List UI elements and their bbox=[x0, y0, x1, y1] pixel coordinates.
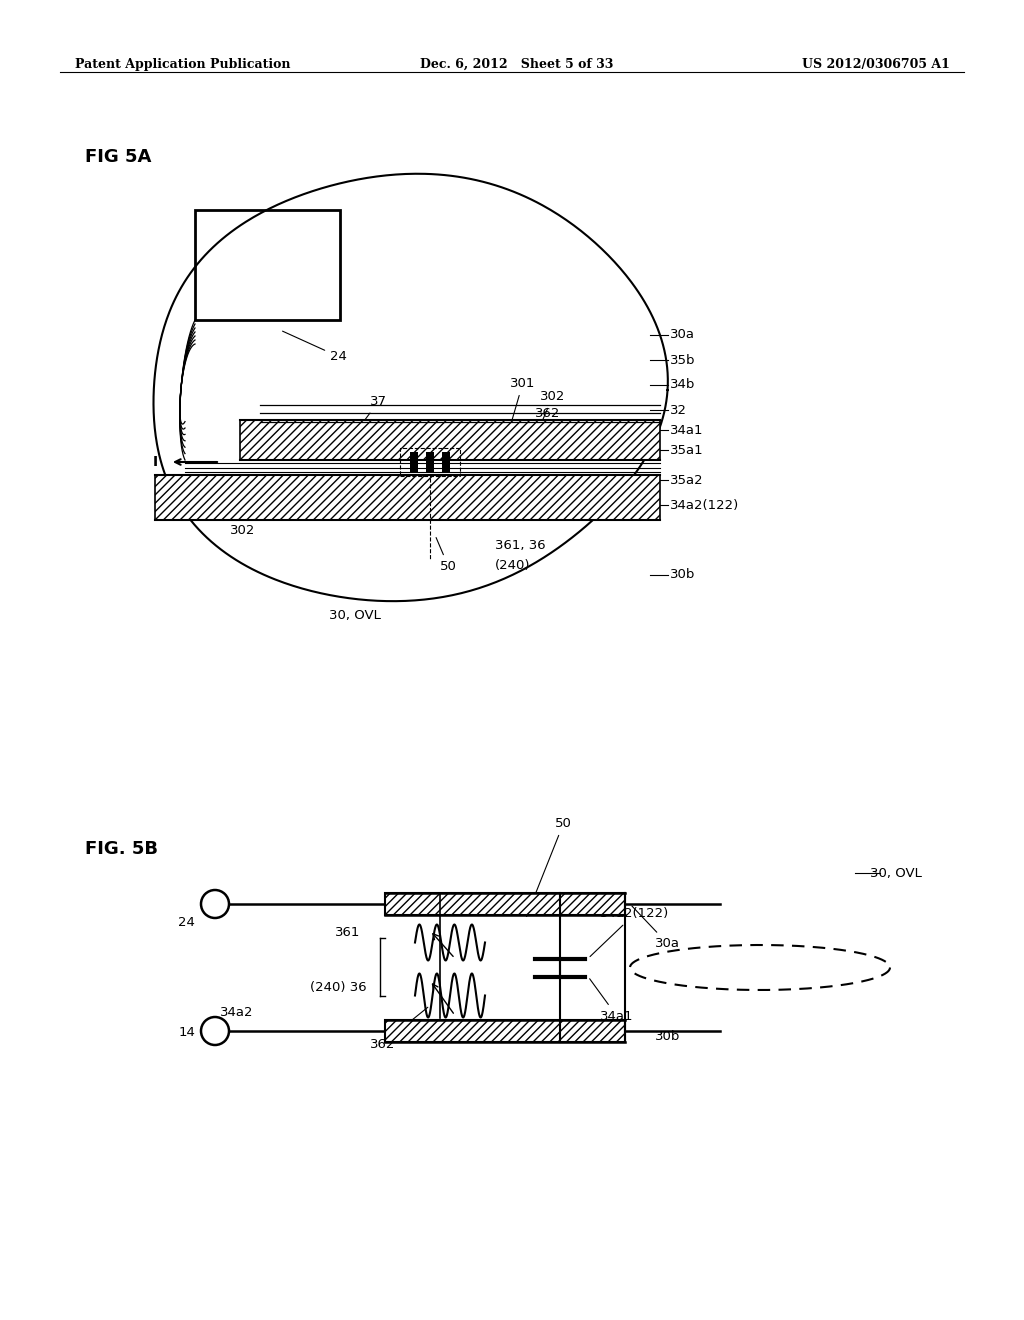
Text: 50: 50 bbox=[526, 817, 571, 916]
Text: 362: 362 bbox=[370, 1007, 428, 1051]
Text: 34a2(122): 34a2(122) bbox=[670, 499, 739, 511]
Text: FIG. 5B: FIG. 5B bbox=[85, 840, 158, 858]
Text: 14: 14 bbox=[178, 1026, 195, 1039]
Bar bbox=[410, 451, 418, 473]
Text: 50: 50 bbox=[436, 537, 457, 573]
Text: 302: 302 bbox=[537, 389, 565, 436]
Text: 34a1: 34a1 bbox=[670, 424, 703, 437]
Bar bbox=[400, 447, 460, 477]
Text: 35a2: 35a2 bbox=[670, 474, 703, 487]
Text: 30a: 30a bbox=[632, 906, 680, 950]
Text: (240): (240) bbox=[495, 558, 530, 572]
Text: 361: 361 bbox=[335, 927, 360, 939]
Bar bbox=[426, 451, 434, 473]
Text: 30b: 30b bbox=[655, 1030, 680, 1043]
Bar bbox=[240, 420, 660, 459]
Text: 30, OVL: 30, OVL bbox=[870, 866, 922, 879]
Text: 34a1: 34a1 bbox=[590, 978, 634, 1023]
Text: 302: 302 bbox=[230, 524, 255, 536]
Text: 361, 36: 361, 36 bbox=[495, 539, 546, 552]
Text: 34a2(122): 34a2(122) bbox=[590, 908, 670, 957]
Bar bbox=[442, 451, 450, 473]
Text: 37: 37 bbox=[351, 395, 387, 438]
Text: 35b: 35b bbox=[670, 354, 695, 367]
Text: (240) 36: (240) 36 bbox=[310, 981, 367, 994]
Text: 30, OVL: 30, OVL bbox=[329, 609, 381, 622]
Text: 301: 301 bbox=[510, 378, 536, 424]
Text: 24: 24 bbox=[178, 916, 195, 929]
Text: 30a: 30a bbox=[670, 329, 695, 342]
Text: Patent Application Publication: Patent Application Publication bbox=[75, 58, 291, 71]
Text: 35a1: 35a1 bbox=[670, 444, 703, 457]
Text: 30b: 30b bbox=[670, 569, 695, 582]
Text: US 2012/0306705 A1: US 2012/0306705 A1 bbox=[802, 58, 950, 71]
Text: Dec. 6, 2012   Sheet 5 of 33: Dec. 6, 2012 Sheet 5 of 33 bbox=[420, 58, 613, 71]
Text: 34b: 34b bbox=[670, 379, 695, 392]
Text: 24: 24 bbox=[283, 331, 347, 363]
Bar bbox=[155, 475, 660, 520]
Text: FIG 5A: FIG 5A bbox=[85, 148, 152, 166]
Text: 34a2: 34a2 bbox=[220, 1006, 254, 1019]
Bar bbox=[385, 1020, 625, 1041]
Bar bbox=[385, 894, 625, 915]
Text: I: I bbox=[153, 455, 158, 469]
Text: 362: 362 bbox=[526, 407, 560, 446]
Text: 32: 32 bbox=[670, 404, 687, 417]
